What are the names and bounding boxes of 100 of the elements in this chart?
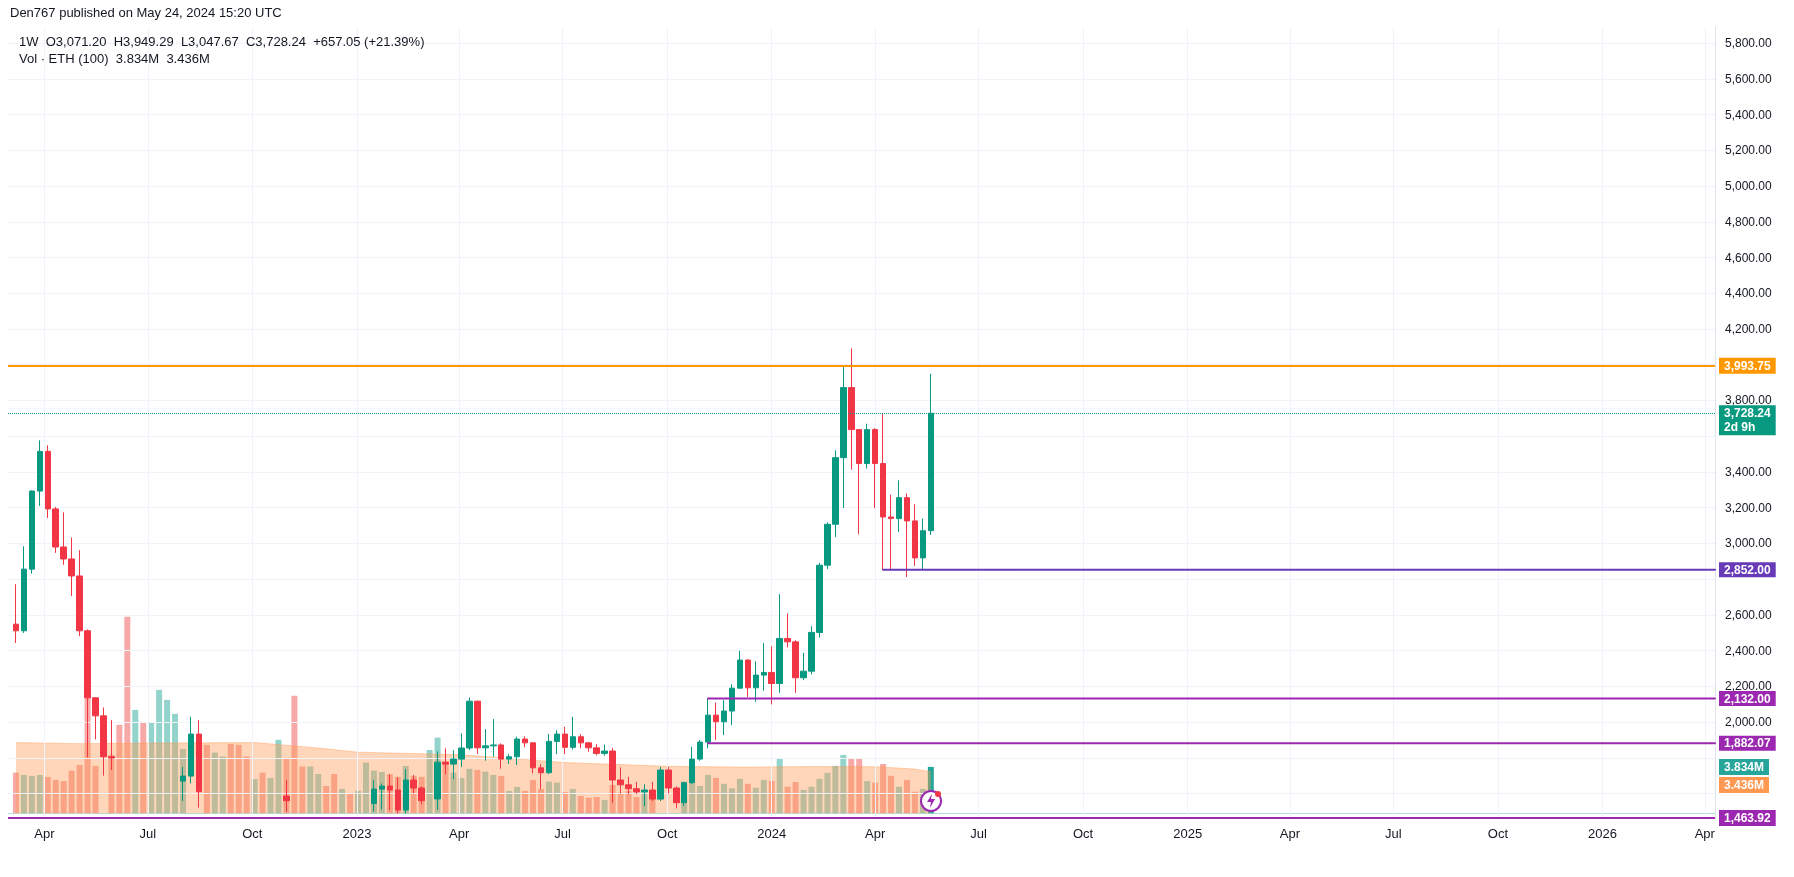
candlestick: [753, 660, 759, 703]
ref-line-label: 3,728.24 2d 9h: [1724, 406, 1772, 435]
bar: [60, 781, 67, 814]
y-tick-label: 4,800.00: [1725, 214, 1773, 229]
bar: [132, 709, 139, 814]
x-tick-label: Oct: [1487, 825, 1509, 841]
x-tick-label: Oct: [657, 825, 678, 841]
bar: [713, 777, 720, 814]
y-tick-label: 4,200.00: [1725, 321, 1773, 336]
bar: [903, 779, 910, 814]
y-tick-label: 2,400.00: [1725, 643, 1773, 658]
bar: [482, 771, 489, 814]
candlestick: [761, 642, 767, 692]
bar: [752, 787, 759, 814]
bar: [888, 775, 895, 814]
x-tick-label: Jul: [1385, 825, 1402, 841]
bar: [140, 721, 147, 814]
bar: [235, 744, 242, 814]
bar: [728, 788, 735, 814]
bar: [553, 782, 560, 814]
bar: [307, 766, 314, 814]
bar: [864, 781, 871, 814]
y-tick-label: 5,400.00: [1725, 107, 1773, 122]
candlestick: [514, 736, 520, 766]
bar: [689, 782, 696, 814]
bar: [816, 778, 823, 814]
bar: [172, 713, 179, 814]
series-label: 1,882.07: [1724, 736, 1772, 751]
bar: [323, 785, 330, 814]
candlestick: [729, 683, 735, 726]
bar: [156, 689, 163, 814]
text: 1W O3,071.20 H3,949.29 L3,047.67 C3,728.24 +657.05 (+21.39%): [19, 34, 425, 49]
bar: [776, 758, 783, 814]
bar: [299, 766, 306, 814]
bar: [466, 768, 473, 814]
candlestick: [474, 700, 481, 755]
bar: [760, 779, 767, 814]
bar: [880, 763, 887, 814]
y-tick-label: 5,800.00: [1725, 36, 1773, 51]
candlestick: [21, 545, 27, 634]
bar: [211, 752, 218, 814]
bar: [362, 762, 369, 814]
candlestick: [904, 493, 910, 578]
bar: [593, 796, 600, 814]
candlestick: [546, 733, 552, 775]
candlestick: [657, 766, 664, 802]
x-tick-label: 2025: [1173, 825, 1203, 841]
bar: [705, 774, 712, 814]
bar: [824, 772, 831, 814]
candlestick: [530, 741, 536, 774]
bar: [243, 756, 250, 814]
y-tick-label: 4,400.00: [1725, 286, 1773, 301]
x-tick-label: Jul: [970, 825, 987, 841]
bar: [649, 798, 656, 814]
bar: [474, 769, 481, 814]
candlestick: [776, 593, 783, 694]
bar: [697, 785, 704, 814]
bar: [538, 788, 545, 814]
bar: [219, 756, 226, 814]
bar: [68, 770, 75, 814]
bar: [736, 778, 743, 814]
x-tick-label: Oct: [1073, 825, 1094, 841]
text: 3.834M: [1724, 759, 1765, 774]
x-tick-label: Apr: [449, 825, 470, 841]
bar: [840, 754, 847, 814]
x-tick-label: Apr: [1279, 825, 1301, 841]
candlestick: [29, 489, 35, 575]
candlestick: [562, 726, 568, 755]
bar: [896, 786, 902, 814]
bar: [569, 788, 576, 814]
y-tick-label: 2,600.00: [1725, 607, 1773, 622]
candlestick: [896, 479, 902, 533]
y-tick-label: 3,800.00: [1725, 393, 1773, 408]
bar: [124, 616, 131, 814]
bar: [259, 772, 266, 814]
bar: [92, 765, 99, 814]
bar: [331, 773, 338, 814]
x-tick-label: Oct: [242, 825, 263, 841]
candlestick: [920, 518, 926, 571]
bar: [498, 775, 505, 814]
bar: [164, 699, 171, 814]
bar: [203, 744, 210, 814]
y-tick-label: 5,600.00: [1725, 71, 1773, 86]
bar: [315, 773, 322, 814]
candlestick: [196, 719, 202, 809]
y-tick-label: 3,400.00: [1725, 464, 1773, 479]
series-label: 2,132.00: [1724, 691, 1772, 706]
candlestick: [498, 742, 504, 770]
x-tick-label: 2026: [1588, 825, 1617, 841]
bar: [585, 797, 592, 814]
y-tick-label: 2,000.00: [1725, 715, 1773, 730]
candlestick: [768, 645, 775, 705]
candlestick: [888, 494, 894, 570]
x-tick-label: Apr: [1694, 825, 1716, 841]
series-label: 2,852.00: [1724, 562, 1772, 577]
bar: [617, 792, 624, 814]
candlestick: [13, 583, 19, 644]
y-tick-label: 3,000.00: [1725, 536, 1773, 551]
bar: [28, 775, 35, 814]
candlestick: [37, 439, 43, 507]
